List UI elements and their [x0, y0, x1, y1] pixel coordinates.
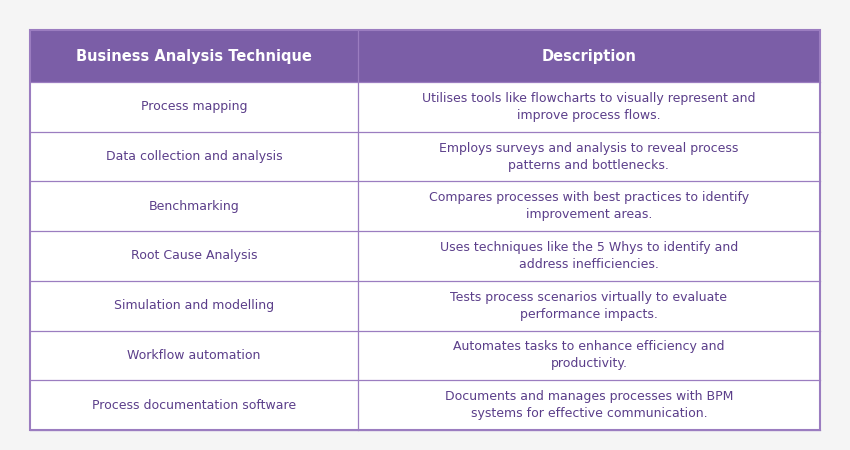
Text: Automates tasks to enhance efficiency and
productivity.: Automates tasks to enhance efficiency an… [453, 341, 725, 370]
Bar [30, 82, 358, 132]
Bar [358, 380, 820, 430]
Text: Description: Description [541, 49, 637, 63]
Bar [30, 181, 358, 231]
Bar [30, 30, 820, 430]
Text: Workflow automation: Workflow automation [128, 349, 261, 362]
Bar [358, 181, 820, 231]
Text: Employs surveys and analysis to reveal process
patterns and bottlenecks.: Employs surveys and analysis to reveal p… [439, 142, 739, 171]
Text: Process mapping: Process mapping [140, 100, 247, 113]
Text: Tests process scenarios virtually to evaluate
performance impacts.: Tests process scenarios virtually to eva… [450, 291, 728, 321]
Text: Data collection and analysis: Data collection and analysis [105, 150, 282, 163]
Text: Root Cause Analysis: Root Cause Analysis [131, 249, 258, 262]
Text: Business Analysis Technique: Business Analysis Technique [76, 49, 312, 63]
Text: Uses techniques like the 5 Whys to identify and
address inefficiencies.: Uses techniques like the 5 Whys to ident… [439, 241, 738, 271]
Bar [358, 331, 820, 380]
Bar [358, 231, 820, 281]
Bar [358, 281, 820, 331]
Text: Benchmarking: Benchmarking [149, 200, 240, 213]
Bar [30, 30, 820, 82]
Bar [358, 132, 820, 181]
Bar [30, 331, 358, 380]
Bar [30, 231, 358, 281]
Text: Process documentation software: Process documentation software [92, 399, 296, 412]
Text: Compares processes with best practices to identify
improvement areas.: Compares processes with best practices t… [429, 191, 749, 221]
Bar [358, 82, 820, 132]
Bar [30, 132, 358, 181]
Text: Simulation and modelling: Simulation and modelling [114, 299, 274, 312]
Text: Utilises tools like flowcharts to visually represent and
improve process flows.: Utilises tools like flowcharts to visual… [422, 92, 756, 122]
Text: Documents and manages processes with BPM
systems for effective communication.: Documents and manages processes with BPM… [445, 390, 733, 420]
Bar [30, 380, 358, 430]
Bar [30, 281, 358, 331]
